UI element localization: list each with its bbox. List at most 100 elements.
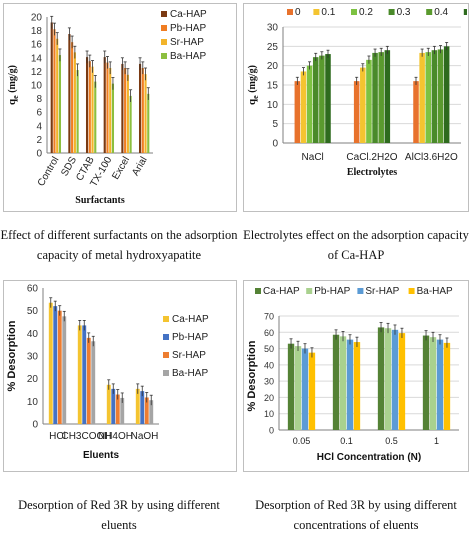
bar	[378, 52, 384, 144]
y-tick-label: 30	[267, 23, 279, 34]
legend-swatch	[161, 25, 167, 31]
x-tick-label: NaOH	[131, 431, 159, 442]
bar	[71, 42, 74, 153]
y-tick-label: 15	[267, 81, 279, 92]
y-tick-label: 40	[264, 360, 274, 370]
bar	[144, 74, 147, 153]
bar	[413, 81, 419, 143]
bar	[443, 342, 451, 430]
bar	[144, 397, 149, 424]
bar	[384, 50, 391, 144]
bar	[140, 391, 145, 424]
x-axis-label: Eluents	[83, 450, 120, 461]
bar	[126, 74, 129, 153]
x-tick-label: HCl	[49, 431, 66, 442]
y-tick-label: 50	[27, 306, 39, 317]
legend-label: 0.1	[321, 7, 335, 18]
bar	[436, 339, 444, 430]
bar	[86, 337, 91, 424]
bar	[429, 337, 437, 430]
bar	[308, 352, 316, 430]
caption-line: Electrolytes effect on the adsorption ca…	[243, 228, 469, 242]
legend-swatch	[255, 288, 261, 294]
x-tick-label: 0.5	[385, 436, 398, 446]
legend-swatch	[306, 288, 313, 294]
y-tick-label: 25	[267, 42, 279, 53]
bar	[422, 335, 430, 430]
caption-line: Desorption of Red 3R by using different	[255, 498, 457, 512]
y-tick-label: 60	[264, 328, 274, 338]
bar	[111, 83, 115, 153]
bar	[372, 52, 378, 144]
x-tick-label: 1	[434, 436, 439, 446]
bar	[53, 306, 58, 424]
bar	[85, 57, 89, 154]
caption-top-right: Electrolytes effect on the adsorption ca…	[240, 225, 472, 265]
y-tick-label: 30	[264, 377, 274, 387]
legend-swatch	[163, 352, 169, 358]
y-tick-label: 50	[264, 344, 274, 354]
y-tick-label: 6	[36, 108, 42, 119]
bar	[73, 52, 76, 153]
bar	[294, 346, 302, 430]
caption-line: Effect of different surfactants on the a…	[0, 228, 238, 242]
caption-line: capacity of metal hydroxyapatite	[36, 248, 202, 262]
legend-label: Pb-HAP	[172, 332, 208, 343]
bar	[129, 95, 132, 153]
legend-swatch	[163, 370, 169, 376]
bar	[339, 336, 347, 430]
legend-label: 0.3	[397, 7, 411, 18]
bar	[147, 93, 150, 153]
bar	[377, 327, 385, 430]
bar	[53, 29, 56, 154]
bar	[391, 329, 399, 430]
legend-label: Ca-HAP	[170, 9, 207, 20]
x-axis-label: Electrolytes	[347, 167, 397, 178]
bar	[325, 54, 331, 143]
bar	[62, 316, 67, 424]
caption-bottom-left: Desorption of Red 3R by using different …	[0, 495, 238, 535]
legend-label: Sr-HAP	[365, 286, 399, 297]
legend-label: Sr-HAP	[170, 37, 204, 48]
x-tick-label: 0.05	[293, 436, 311, 446]
legend-swatch	[163, 334, 169, 340]
legend-label: Ca-HAP	[263, 286, 300, 297]
bar	[56, 38, 59, 154]
chart-panel-eluents	[3, 280, 237, 472]
legend-label: Ca-HAP	[172, 314, 209, 325]
chart-panel-surfactants	[3, 3, 237, 212]
bar	[124, 68, 127, 153]
chart-hcl-concentration: 0 10 20 30 40 50 60 70 0.05 0.1 0.5 1 HCl Concentrat…	[246, 286, 459, 463]
legend-swatch	[287, 9, 293, 15]
bar	[138, 63, 142, 153]
legend-label: Ba-HAP	[417, 286, 453, 297]
y-tick-label: 8	[36, 94, 42, 105]
bar	[431, 50, 438, 144]
x-tick-label: Excel	[110, 155, 132, 182]
x-tick-label: Control	[36, 155, 62, 188]
x-tick-label: NaCl	[302, 152, 324, 163]
bar	[91, 341, 96, 424]
y-tick-label: 0	[32, 420, 38, 431]
y-tick-label: 16	[31, 40, 43, 51]
y-tick-label: 60	[27, 284, 39, 295]
legend-label: 0.2	[359, 7, 373, 18]
bar	[346, 339, 354, 430]
bar	[353, 81, 360, 143]
y-tick-label: 0	[269, 426, 274, 436]
bar	[57, 310, 62, 424]
bar	[301, 348, 309, 430]
bar	[76, 70, 79, 153]
y-tick-label: 40	[27, 329, 39, 340]
bar	[419, 52, 425, 144]
legend-swatch	[463, 9, 467, 15]
bar	[120, 397, 125, 424]
x-tick-label: 0.1	[340, 436, 353, 446]
bar	[103, 57, 106, 154]
bar	[106, 384, 111, 424]
legend-label: Pb-HAP	[170, 23, 206, 34]
legend-swatch	[408, 288, 415, 294]
bar	[398, 333, 406, 430]
bar	[366, 59, 372, 143]
bar	[94, 81, 97, 153]
